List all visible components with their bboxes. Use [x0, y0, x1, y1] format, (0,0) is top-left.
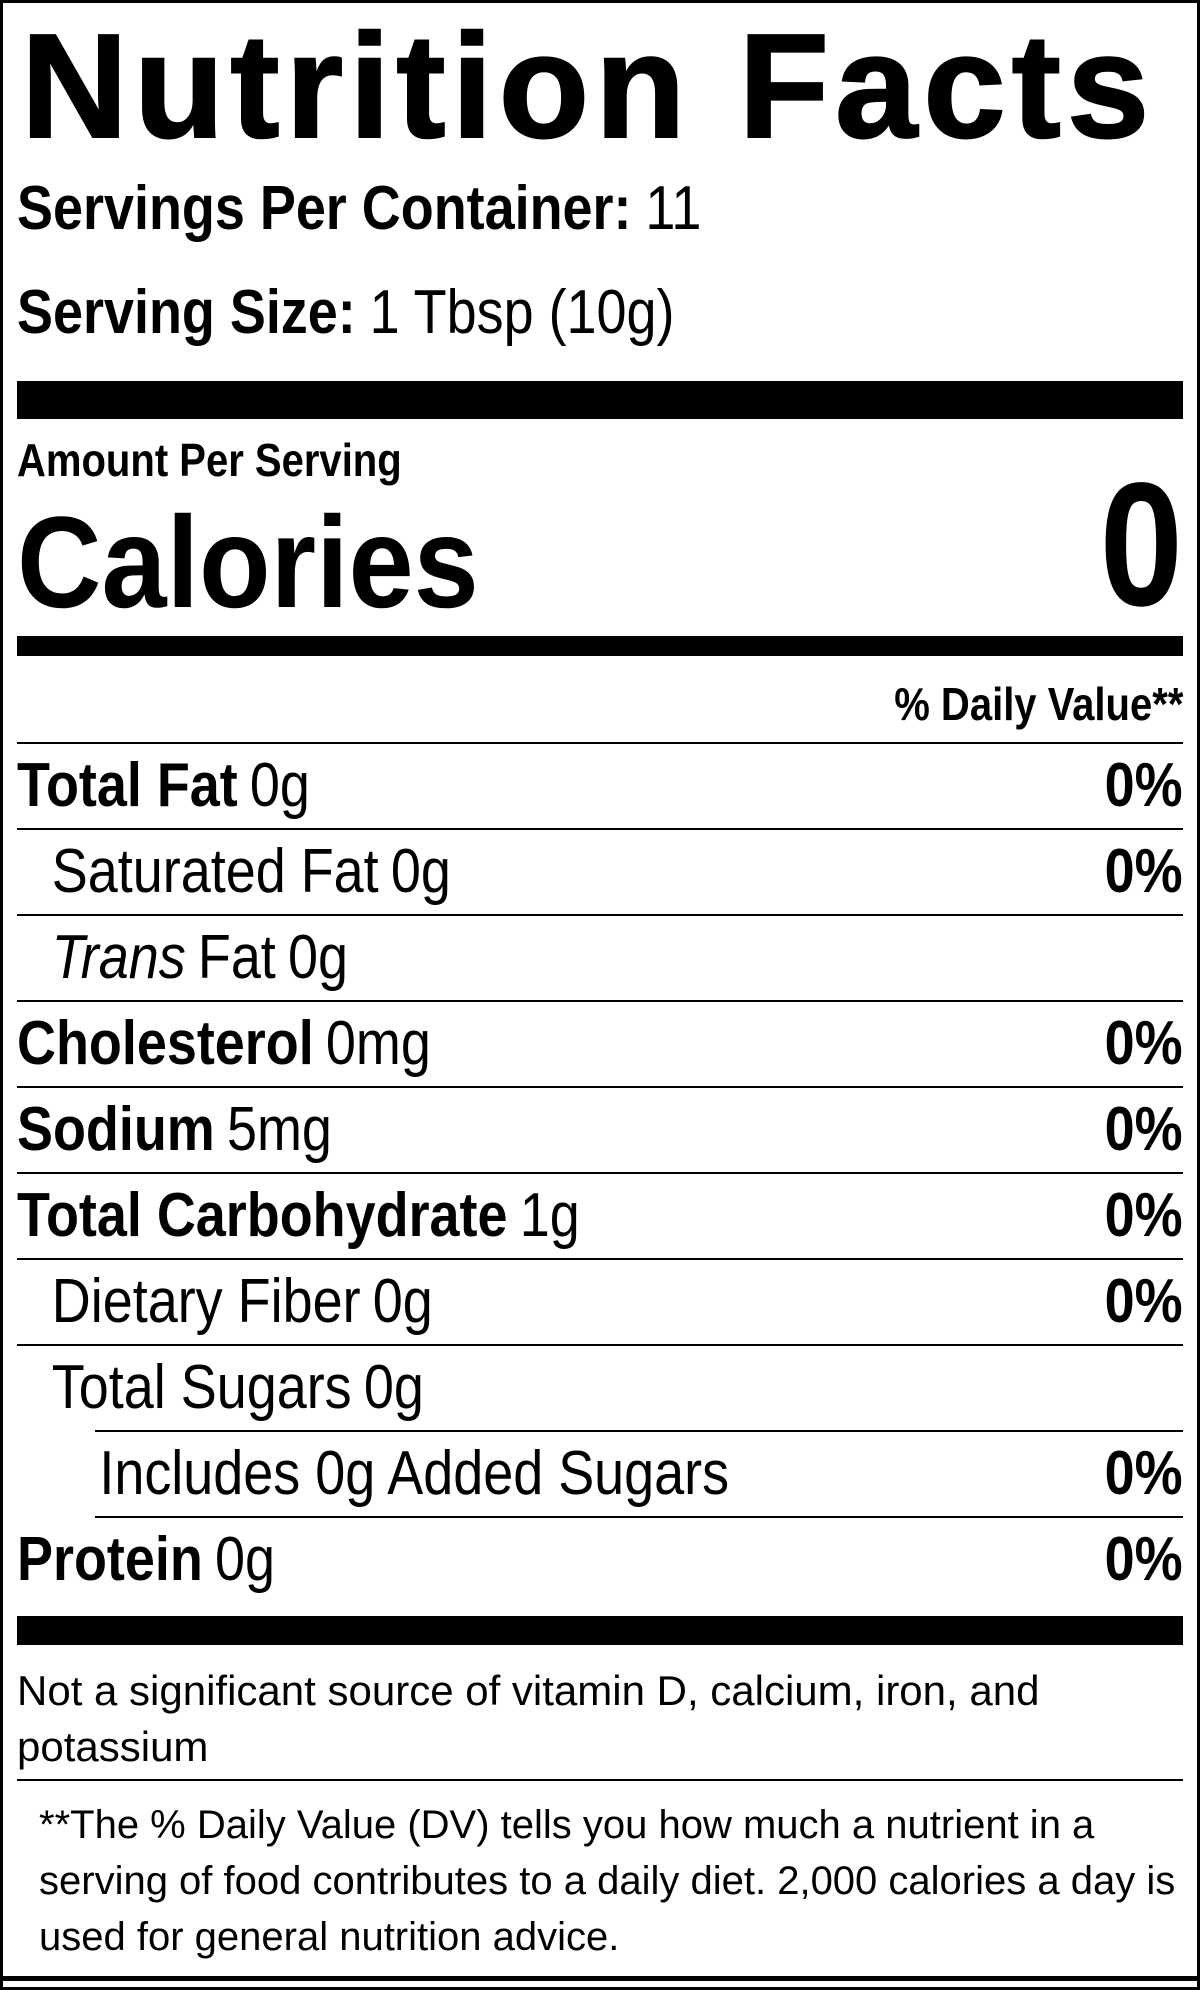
- nutrient-name: Saturated Fat 0g: [51, 837, 451, 906]
- not-significant-note: Not a significant source of vitamin D, c…: [17, 1667, 1040, 1770]
- footnote-divider: [17, 1779, 1183, 1781]
- thick-divider-bottom: [17, 1616, 1183, 1645]
- nutrient-name: Protein 0g: [17, 1525, 276, 1594]
- serving-size-label: Serving Size:: [17, 278, 356, 347]
- nutrient-amount: 0g: [249, 751, 310, 820]
- thick-divider-top: [17, 381, 1183, 419]
- nutrient-amount: 0g: [390, 837, 451, 906]
- nutrient-row-sodium: Sodium 5mg 0%: [17, 1088, 1183, 1174]
- nutrient-row-added-sugars: Includes 0g Added Sugars 0%: [95, 1432, 1183, 1518]
- nutrient-name: Total Fat 0g: [17, 751, 310, 820]
- nutrient-row-cholesterol: Cholesterol 0mg 0%: [17, 1002, 1183, 1088]
- daily-value-percent: 0%: [1105, 1181, 1183, 1250]
- nutrient-name: Sodium 5mg: [17, 1095, 332, 1164]
- bottom-rule: [3, 1976, 1197, 1981]
- indented-separator: [95, 1430, 1183, 1432]
- serving-size-line: Serving Size: 1 Tbsp (10g): [17, 281, 1183, 345]
- trans-italic-prefix: Trans: [51, 923, 186, 992]
- serving-size-value: 1 Tbsp (10g): [369, 278, 675, 347]
- daily-value-percent: 0%: [1105, 1267, 1183, 1336]
- nutrient-row-total-fat: Total Fat 0g 0%: [17, 744, 1183, 830]
- nutrient-amount: 5mg: [226, 1095, 332, 1164]
- daily-value-percent: 0%: [1105, 1095, 1183, 1164]
- nutrient-amount: 0mg: [325, 1009, 431, 1078]
- nutrient-name: Total Sugars 0g: [51, 1353, 424, 1422]
- amount-per-serving-label: Amount Per Serving: [17, 434, 402, 486]
- servings-per-container-text: Servings Per Container: 11: [17, 177, 701, 241]
- nutrient-row-dietary-fiber: Dietary Fiber 0g 0%: [17, 1260, 1183, 1346]
- daily-value-percent: 0%: [1105, 751, 1183, 820]
- nutrient-name: Dietary Fiber 0g: [51, 1267, 433, 1336]
- calories-label: Calories: [17, 489, 479, 635]
- nutrient-name: Cholesterol 0mg: [17, 1009, 431, 1078]
- servings-per-container-line: Servings Per Container: 11: [17, 177, 1183, 241]
- nutrient-amount: 0g: [372, 1267, 433, 1336]
- calories-row: Calories 0: [17, 457, 1183, 633]
- nutrient-name: Total Carbohydrate 1g: [17, 1181, 580, 1250]
- medium-divider: [17, 636, 1183, 656]
- daily-value-header: % Daily Value**: [17, 656, 1183, 744]
- nutrient-amount: 0g: [287, 923, 348, 992]
- nutrient-amount: 0g: [363, 1353, 424, 1422]
- servings-per-container-label: Servings Per Container:: [17, 174, 632, 243]
- serving-size-text: Serving Size: 1 Tbsp (10g): [17, 281, 675, 345]
- nutrient-row-total-sugars: Total Sugars 0g: [17, 1346, 1183, 1430]
- nutrient-row-protein: Protein 0g 0%: [17, 1518, 1183, 1602]
- calories-value: 0: [1099, 447, 1183, 643]
- nutrient-row-trans-fat: Trans Fat 0g: [17, 916, 1183, 1002]
- daily-value-percent: 0%: [1105, 1439, 1183, 1508]
- daily-value-percent: 0%: [1105, 1525, 1183, 1594]
- nutrient-row-saturated-fat: Saturated Fat 0g 0%: [17, 830, 1183, 916]
- daily-value-percent: 0%: [1105, 837, 1183, 906]
- label-title: Nutrition Facts: [20, 4, 1156, 169]
- nutrient-amount: 0g: [215, 1525, 276, 1594]
- nutrient-name: Trans Fat 0g: [51, 923, 348, 992]
- servings-per-container-value: 11: [645, 174, 702, 243]
- daily-value-percent: 0%: [1105, 1009, 1183, 1078]
- nutrient-amount: 1g: [519, 1181, 580, 1250]
- nutrient-name: Includes 0g Added Sugars: [99, 1439, 730, 1508]
- nutrient-row-total-carbohydrate: Total Carbohydrate 1g 0%: [17, 1174, 1183, 1260]
- daily-value-footnote: **The % Daily Value (DV) tells you how m…: [39, 1803, 1176, 1959]
